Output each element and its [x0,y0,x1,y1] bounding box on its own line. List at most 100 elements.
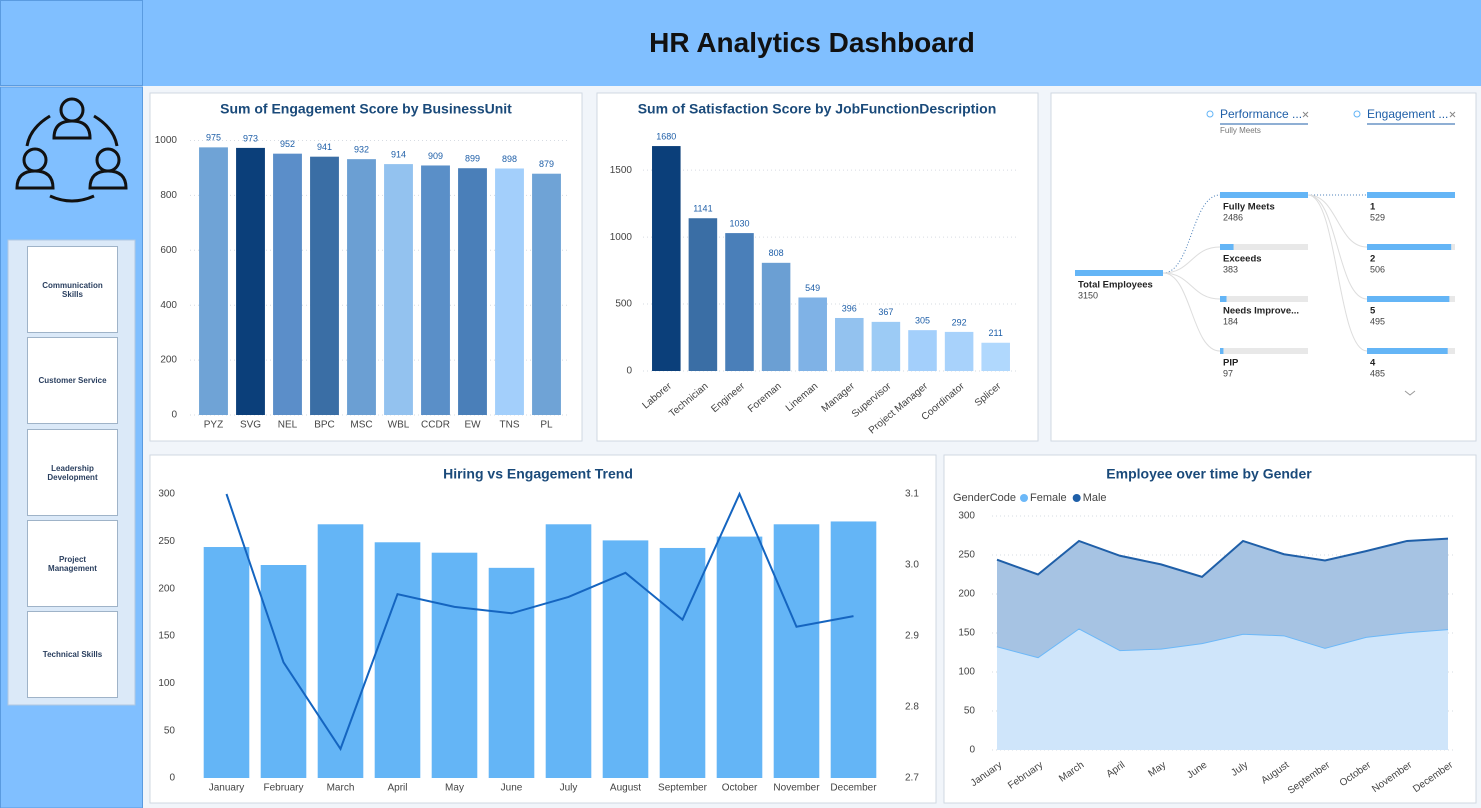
chart-title: Hiring vs Engagement Trend [443,466,633,482]
y-tick-label: 1000 [610,232,633,243]
tree-label: 2 [1370,254,1375,265]
bar [317,524,364,778]
bar [871,321,901,371]
bar [725,233,754,371]
y-tick-label: 200 [160,355,177,366]
people-icon [15,97,128,203]
x-tick-label: SVG [240,420,261,431]
x-tick-label: NEL [278,420,298,431]
legend-title: GenderCode [953,492,1016,504]
y-tick-label: 2.9 [905,631,919,642]
y-tick-label: 250 [158,536,175,547]
y-tick-label: 500 [615,299,632,310]
bar [199,147,228,415]
x-tick-label: October [722,783,758,794]
bar [761,262,791,371]
x-tick-label: January [209,783,245,794]
value-label: 292 [952,317,967,327]
legend-label: Male [1083,492,1107,504]
x-tick-label: PYZ [204,420,223,431]
expand-chevron [1404,390,1416,396]
x-tick-label: June [501,783,523,794]
chart-title: Sum of Engagement Score by BusinessUnit [220,101,512,117]
x-tick-label: CCDR [421,420,450,431]
value-label: 932 [354,145,369,155]
x-tick-label: PL [540,420,553,431]
legend-marker [1020,494,1028,502]
column-filter: Fully Meets [1220,126,1261,135]
y-tick-label: 0 [169,773,175,784]
tree-value: 383 [1223,264,1238,274]
value-label: 1680 [656,131,676,141]
value-label: 1030 [729,218,749,228]
tree-value: 485 [1370,368,1385,378]
column-header: Engagement ... [1367,107,1448,121]
bar [236,147,265,415]
bar [981,342,1010,371]
chart-title: Employee over time by Gender [1106,466,1312,482]
tree-bar [1220,296,1227,302]
tree-bar [1367,296,1450,302]
x-tick-label: WBL [388,420,410,431]
y-tick-label: 50 [964,706,976,717]
value-label: 1141 [693,204,712,214]
x-tick-label: MSC [350,420,372,431]
tree-bar [1367,348,1448,354]
value-label: 211 [989,328,1003,338]
y-tick-label: 2.7 [905,773,919,784]
tree-value: 506 [1370,264,1385,274]
value-label: 914 [391,149,406,159]
area-fill [997,538,1448,658]
x-tick-label: December [830,783,877,794]
bar [310,156,339,415]
bar [384,164,413,415]
value-label: 396 [842,303,857,313]
tree-bar [1220,192,1308,198]
x-tick-label: September [658,783,708,794]
tree-value: 2486 [1223,212,1243,222]
bar [421,165,450,415]
tree-bar [1367,244,1452,250]
tree-connector [1162,194,1221,274]
tree-connector [1162,246,1221,274]
tree-label: Total Employees [1078,280,1153,291]
filter-button[interactable]: Project Management [27,520,118,607]
value-label: 898 [502,154,517,164]
bulb-icon [1353,110,1361,118]
y-tick-label: 200 [158,583,175,594]
x-tick-label: BPC [314,420,335,431]
bar [273,153,302,415]
filter-button[interactable]: Technical Skills [27,611,118,698]
tree-bar [1075,270,1163,276]
tree-connector [1307,194,1368,300]
tree-label: 4 [1370,358,1376,369]
close-icon [1302,111,1309,118]
bar [260,565,307,778]
area-line [996,537,1449,578]
legend-label: Female [1030,492,1067,504]
x-tick-label: April [387,783,407,794]
x-tick-label: March [327,783,355,794]
y-tick-label: 600 [160,245,177,256]
y-tick-label: 800 [160,190,177,201]
bar [203,547,250,778]
header-bar [0,0,1481,86]
filter-button[interactable]: Leadership Development [27,429,118,516]
tree-bar [1367,192,1455,198]
filter-button[interactable]: Communication Skills [27,246,118,333]
y-tick-label: 100 [958,667,975,678]
dashboard-title: HR Analytics Dashboard [649,27,975,58]
y-tick-label: 1000 [155,135,178,146]
bar [347,159,376,415]
tree-connector [1307,194,1368,248]
chart-title: Sum of Satisfaction Score by JobFunction… [638,101,997,117]
filter-button[interactable]: Customer Service [27,337,118,424]
x-tick-label: TNS [500,420,520,431]
bar [830,521,877,778]
tree-value: 3150 [1078,290,1098,300]
bar [716,536,763,778]
x-tick-label: May [445,783,464,794]
tree-label: Needs Improve... [1223,306,1299,317]
